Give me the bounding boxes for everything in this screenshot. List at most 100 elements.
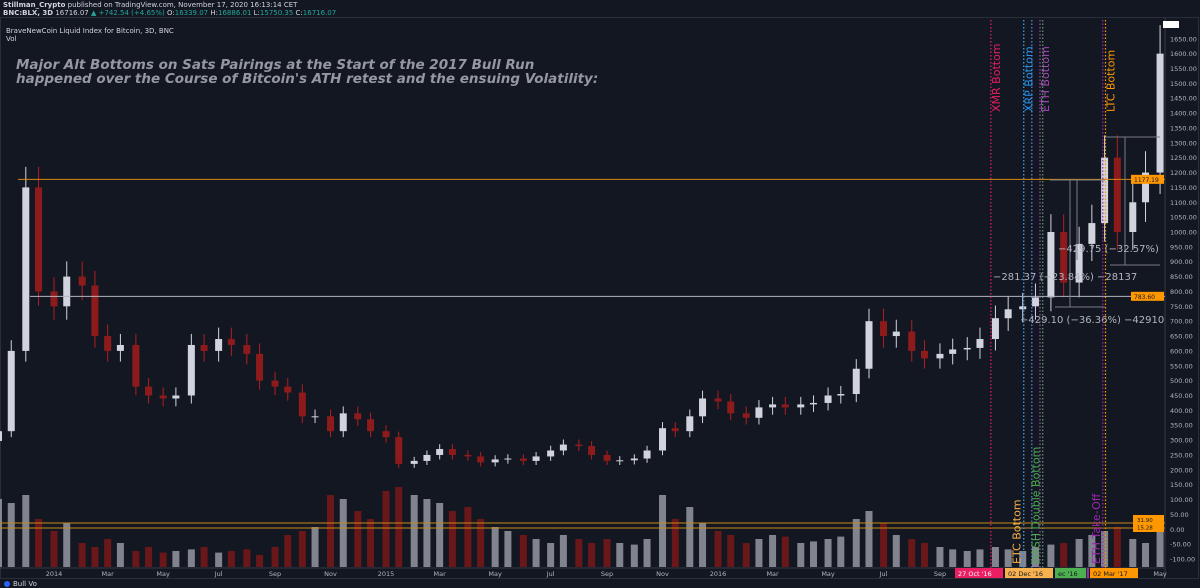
volume-bar — [810, 541, 818, 567]
candle-body — [0, 431, 3, 441]
volume-bar — [145, 547, 153, 567]
candle-body — [714, 398, 722, 402]
volume-bar — [991, 547, 999, 567]
y-tick-label: 1200.00 — [1170, 169, 1197, 177]
candle-body — [423, 454, 431, 461]
y-tick-label: 350.00 — [1170, 422, 1193, 430]
x-tick-label: Nov — [324, 570, 337, 578]
volume-bar — [1101, 531, 1109, 567]
x-tick-label: 2014 — [46, 570, 63, 578]
candle-body — [659, 428, 667, 451]
volume-bar — [781, 536, 789, 567]
volume-bar — [339, 499, 347, 567]
volume-bar — [395, 487, 403, 567]
candle-body — [256, 353, 264, 381]
volume-level-label: 15.28 — [1137, 526, 1153, 532]
volume-bar — [1088, 535, 1096, 567]
indicator-icon — [4, 581, 10, 587]
volume-bar — [949, 549, 957, 567]
volume-bar — [63, 523, 71, 567]
x-tick-label: Mar — [434, 570, 447, 578]
candle-body — [686, 416, 694, 432]
candle-body — [532, 456, 540, 461]
candle-body — [187, 344, 195, 396]
y-tick-label: 1000.00 — [1170, 229, 1197, 237]
candle-body — [159, 395, 167, 399]
candle-body — [339, 413, 347, 432]
candle-body — [547, 450, 555, 457]
candle-body — [1004, 309, 1012, 319]
x-tick-label: Sep — [934, 570, 946, 578]
candle-body — [284, 386, 292, 393]
candle-body — [519, 458, 527, 461]
candle-body — [116, 344, 124, 351]
candle-body — [616, 460, 624, 462]
footer-label: Bull Vo — [13, 580, 37, 588]
volume-bar — [367, 519, 375, 567]
y-tick-label: 1300.00 — [1170, 139, 1197, 147]
volume-bar — [575, 539, 583, 567]
y-tick-label: 1450.00 — [1170, 95, 1197, 103]
y-tick-label: 650.00 — [1170, 333, 1193, 341]
volume-bar — [0, 499, 3, 567]
volume-bar — [159, 552, 167, 567]
volume-bar — [187, 549, 195, 567]
x-tick-label: May — [488, 570, 502, 578]
volume-bar — [50, 531, 58, 567]
volume-bar — [382, 491, 390, 567]
volume-bar — [769, 535, 777, 567]
volume-bar — [91, 547, 99, 567]
volume-bar — [865, 511, 873, 567]
candle-body — [892, 331, 900, 337]
candle-body — [1101, 157, 1109, 224]
publisher-name[interactable]: Stillman_Crypto — [3, 1, 66, 9]
low-label: L: — [253, 9, 260, 17]
volume-bar — [271, 547, 279, 567]
x-tick-label: May — [1153, 570, 1167, 578]
event-date-badge — [1055, 568, 1087, 578]
x-tick-label: Sep — [601, 570, 613, 578]
candle-body — [382, 431, 390, 438]
volume-legend[interactable]: Vol — [6, 35, 17, 43]
y-tick-label: 1550.00 — [1170, 65, 1197, 73]
y-tick-label: 550.00 — [1170, 362, 1193, 370]
candle-body — [298, 392, 306, 417]
y-tick-label: 700.00 — [1170, 318, 1193, 326]
symbol: BNC:BLX, 3D — [3, 9, 54, 17]
event-date-badge — [1005, 568, 1053, 578]
volume-bar — [559, 535, 567, 567]
candle-body — [436, 449, 444, 455]
candle-body — [132, 344, 140, 387]
volume-bar — [659, 495, 667, 567]
volume-bar — [215, 552, 223, 567]
event-date-badge — [955, 568, 1003, 578]
volume-bar — [686, 507, 694, 567]
candle-body — [755, 407, 763, 418]
level-badge — [1131, 291, 1164, 301]
volume-bar — [1004, 549, 1012, 567]
event-label: DASH Double Bottom — [1030, 447, 1043, 564]
volume-bar — [35, 519, 43, 567]
volume-bar — [519, 535, 527, 567]
series-legend[interactable]: BraveNewCoin Liquid Index for Bitcoin, 3… — [6, 27, 174, 35]
volume-bar — [423, 499, 431, 567]
footer-indicator[interactable]: Bull Vo — [4, 580, 37, 588]
candle-body — [1060, 232, 1068, 283]
volume-bar — [643, 539, 651, 567]
y-tick-label: 900.00 — [1170, 258, 1193, 266]
top-price-badge — [1163, 21, 1179, 28]
candle-body — [865, 321, 873, 369]
volume-bar — [824, 539, 832, 567]
volume-bar — [104, 539, 112, 567]
candle-body — [603, 454, 611, 461]
y-tick-label: 750.00 — [1170, 303, 1193, 311]
event-label: XMR Bottom — [990, 43, 1003, 112]
y-tick-label: 450.00 — [1170, 392, 1193, 400]
candle-body — [172, 395, 180, 399]
volume-bar — [963, 551, 971, 567]
candle-body — [852, 368, 860, 395]
close-label: C: — [295, 9, 303, 17]
candle-body — [50, 291, 58, 307]
candle-body — [699, 398, 707, 417]
